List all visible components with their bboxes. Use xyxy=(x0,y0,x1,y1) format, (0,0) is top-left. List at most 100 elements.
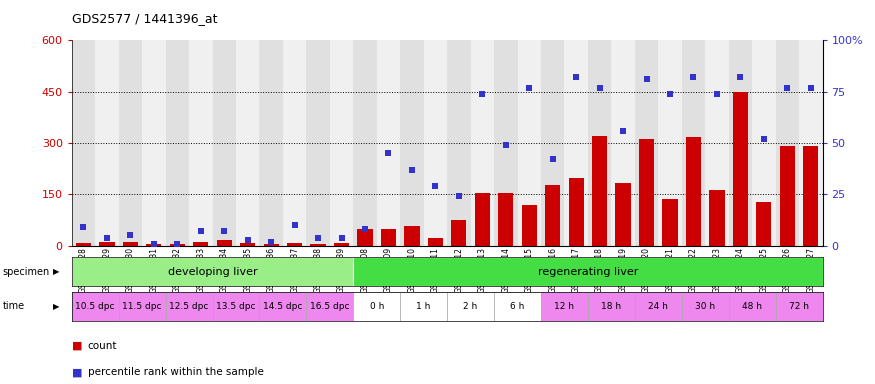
Bar xyxy=(756,202,772,246)
Bar xyxy=(494,292,541,321)
Bar xyxy=(732,93,748,246)
Bar xyxy=(662,199,677,246)
Point xyxy=(217,228,231,235)
Point xyxy=(452,194,466,200)
Bar xyxy=(119,292,165,321)
Point xyxy=(522,84,536,91)
Text: 2 h: 2 h xyxy=(464,302,478,311)
Bar xyxy=(494,40,517,246)
Point xyxy=(429,183,443,189)
Text: ■: ■ xyxy=(72,341,82,351)
Bar xyxy=(146,244,162,246)
Point xyxy=(546,156,560,162)
Bar xyxy=(729,40,752,246)
Bar xyxy=(404,226,419,246)
Bar xyxy=(170,244,185,246)
Bar xyxy=(377,40,400,246)
Point xyxy=(312,235,326,241)
Point xyxy=(288,222,302,228)
Bar xyxy=(428,238,443,246)
Bar xyxy=(306,40,330,246)
Bar xyxy=(287,243,302,246)
Bar xyxy=(400,40,424,246)
Bar xyxy=(658,40,682,246)
Bar xyxy=(357,229,373,246)
Text: 13.5 dpc: 13.5 dpc xyxy=(216,302,256,311)
Point xyxy=(757,136,771,142)
Bar xyxy=(780,146,794,246)
Bar xyxy=(447,292,494,321)
Text: 12.5 dpc: 12.5 dpc xyxy=(170,302,209,311)
Point xyxy=(687,74,701,80)
Bar xyxy=(588,292,635,321)
Bar xyxy=(193,242,208,246)
Point xyxy=(640,76,654,83)
Point xyxy=(123,232,137,238)
Text: ■: ■ xyxy=(72,367,82,377)
Text: percentile rank within the sample: percentile rank within the sample xyxy=(88,367,263,377)
Bar xyxy=(564,40,588,246)
Bar xyxy=(710,190,724,246)
Bar xyxy=(424,40,447,246)
Text: 14.5 dpc: 14.5 dpc xyxy=(263,302,303,311)
Point xyxy=(569,74,583,80)
Bar xyxy=(615,184,631,246)
Bar xyxy=(471,40,494,246)
Bar xyxy=(260,40,283,246)
Point xyxy=(405,167,419,173)
Text: 18 h: 18 h xyxy=(601,302,621,311)
Bar xyxy=(311,244,326,246)
Bar xyxy=(72,40,95,246)
Bar xyxy=(775,40,799,246)
Bar xyxy=(330,40,354,246)
Bar xyxy=(283,40,306,246)
Text: 11.5 dpc: 11.5 dpc xyxy=(123,302,162,311)
Bar xyxy=(635,292,682,321)
Point xyxy=(264,238,278,245)
Bar xyxy=(306,292,354,321)
Bar xyxy=(447,40,471,246)
Bar xyxy=(569,178,584,246)
Bar xyxy=(165,292,213,321)
Bar xyxy=(522,205,537,246)
Point xyxy=(475,91,489,97)
Bar xyxy=(260,292,306,321)
Bar xyxy=(686,137,701,246)
Bar xyxy=(517,40,541,246)
Text: ▶: ▶ xyxy=(52,302,59,311)
Point xyxy=(334,235,348,241)
Bar xyxy=(213,40,236,246)
Text: regenerating liver: regenerating liver xyxy=(538,266,638,277)
Bar xyxy=(775,292,822,321)
Text: 16.5 dpc: 16.5 dpc xyxy=(310,302,350,311)
Bar xyxy=(682,40,705,246)
Bar xyxy=(592,136,607,246)
Bar xyxy=(354,40,377,246)
Point xyxy=(616,127,630,134)
Text: GDS2577 / 1441396_at: GDS2577 / 1441396_at xyxy=(72,12,217,25)
Bar xyxy=(95,40,119,246)
Point xyxy=(733,74,747,80)
Bar xyxy=(588,40,612,246)
Bar xyxy=(400,292,447,321)
Text: time: time xyxy=(3,301,24,311)
Bar xyxy=(799,40,822,246)
Point xyxy=(382,150,396,156)
Bar xyxy=(475,193,490,246)
Point xyxy=(193,228,207,235)
Text: count: count xyxy=(88,341,117,351)
Text: 1 h: 1 h xyxy=(416,302,430,311)
Text: ▶: ▶ xyxy=(52,267,59,276)
Bar xyxy=(541,292,588,321)
Bar xyxy=(612,40,635,246)
Point xyxy=(241,237,255,243)
Point xyxy=(100,235,114,241)
Bar xyxy=(236,40,260,246)
Bar xyxy=(498,193,514,246)
Bar xyxy=(76,243,91,246)
Bar xyxy=(752,40,775,246)
Text: 48 h: 48 h xyxy=(742,302,762,311)
Point xyxy=(358,226,372,232)
Bar xyxy=(729,292,775,321)
Bar xyxy=(705,40,729,246)
